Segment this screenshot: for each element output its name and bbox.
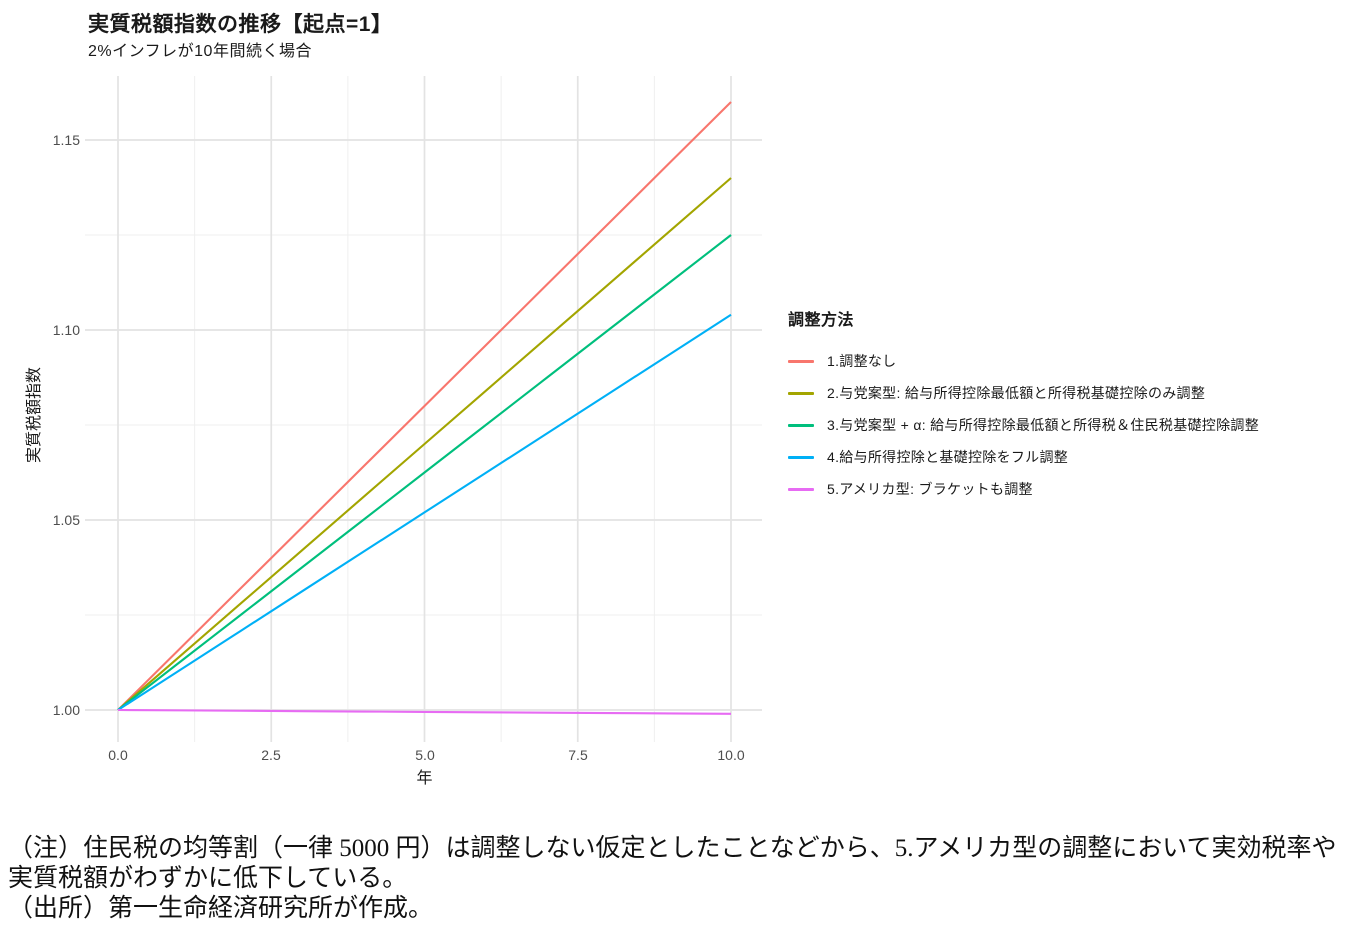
series-line: [117, 177, 732, 711]
series-line: [117, 708, 732, 715]
series-line: [117, 234, 732, 711]
legend-item-label: 1.調整なし: [827, 353, 897, 369]
y-tick-label: 1.15: [52, 132, 80, 148]
legend-item: 4.給与所得控除と基礎控除をフル調整: [788, 446, 1360, 468]
footnote-line: 実質税額がわずかに低下している。: [8, 865, 408, 892]
x-axis-title: 年: [416, 770, 433, 787]
footnote-line: （注）住民税の均等割（一律 5000 円）は調整しない仮定としたことなどから、5…: [8, 835, 1337, 862]
footnote-line: （出所）第一生命経済研究所が作成。: [8, 895, 434, 922]
legend-item: 3.与党案型 + α: 給与所得控除最低額と所得税＆住民税基礎控除調整: [788, 414, 1360, 436]
legend: 調整方法 1.調整なし 2.与党案型: 給与所得控除最低額と所得税基礎控除のみ調…: [788, 306, 1360, 510]
x-tick-label: 7.5: [568, 747, 588, 763]
chart-subtitle: 2%インフレが10年間続く場合: [88, 43, 312, 60]
chart-title: 実質税額指数の推移【起点=1】: [88, 13, 393, 36]
y-tick-label: 1.10: [52, 322, 80, 338]
legend-item: 5.アメリカ型: ブラケットも調整: [788, 478, 1360, 500]
legend-key-line-icon: [788, 391, 814, 395]
legend-item-label: 3.与党案型 + α: 給与所得控除最低額と所得税＆住民税基礎控除調整: [827, 417, 1260, 433]
legend-title: 調整方法: [788, 312, 855, 329]
legend-key-line-icon: [788, 455, 814, 459]
legend-item-label: 5.アメリカ型: ブラケットも調整: [827, 481, 1033, 497]
series-line: [117, 101, 732, 711]
x-tick-label: 10.0: [717, 747, 745, 763]
legend-key-line-icon: [788, 423, 814, 427]
x-tick-label: 0.0: [108, 747, 128, 763]
y-axis-title: 実質税額指数: [26, 366, 43, 464]
legend-key-line-icon: [788, 359, 814, 363]
footnote: （注）住民税の均等割（一律 5000 円）は調整しない仮定としたことなどから、5…: [8, 834, 1360, 924]
plot-panel: [85, 76, 762, 742]
x-tick-label: 2.5: [261, 747, 281, 763]
x-tick-label: 5.0: [415, 747, 435, 763]
series-line: [117, 313, 732, 711]
y-tick-label: 1.00: [52, 702, 80, 718]
legend-item-label: 2.与党案型: 給与所得控除最低額と所得税基礎控除のみ調整: [827, 385, 1206, 401]
legend-item-label: 4.給与所得控除と基礎控除をフル調整: [827, 449, 1069, 465]
legend-key-line-icon: [788, 487, 814, 491]
legend-item: 2.与党案型: 給与所得控除最低額と所得税基礎控除のみ調整: [788, 382, 1360, 404]
legend-item: 1.調整なし: [788, 350, 1360, 372]
y-tick-label: 1.05: [52, 512, 80, 528]
